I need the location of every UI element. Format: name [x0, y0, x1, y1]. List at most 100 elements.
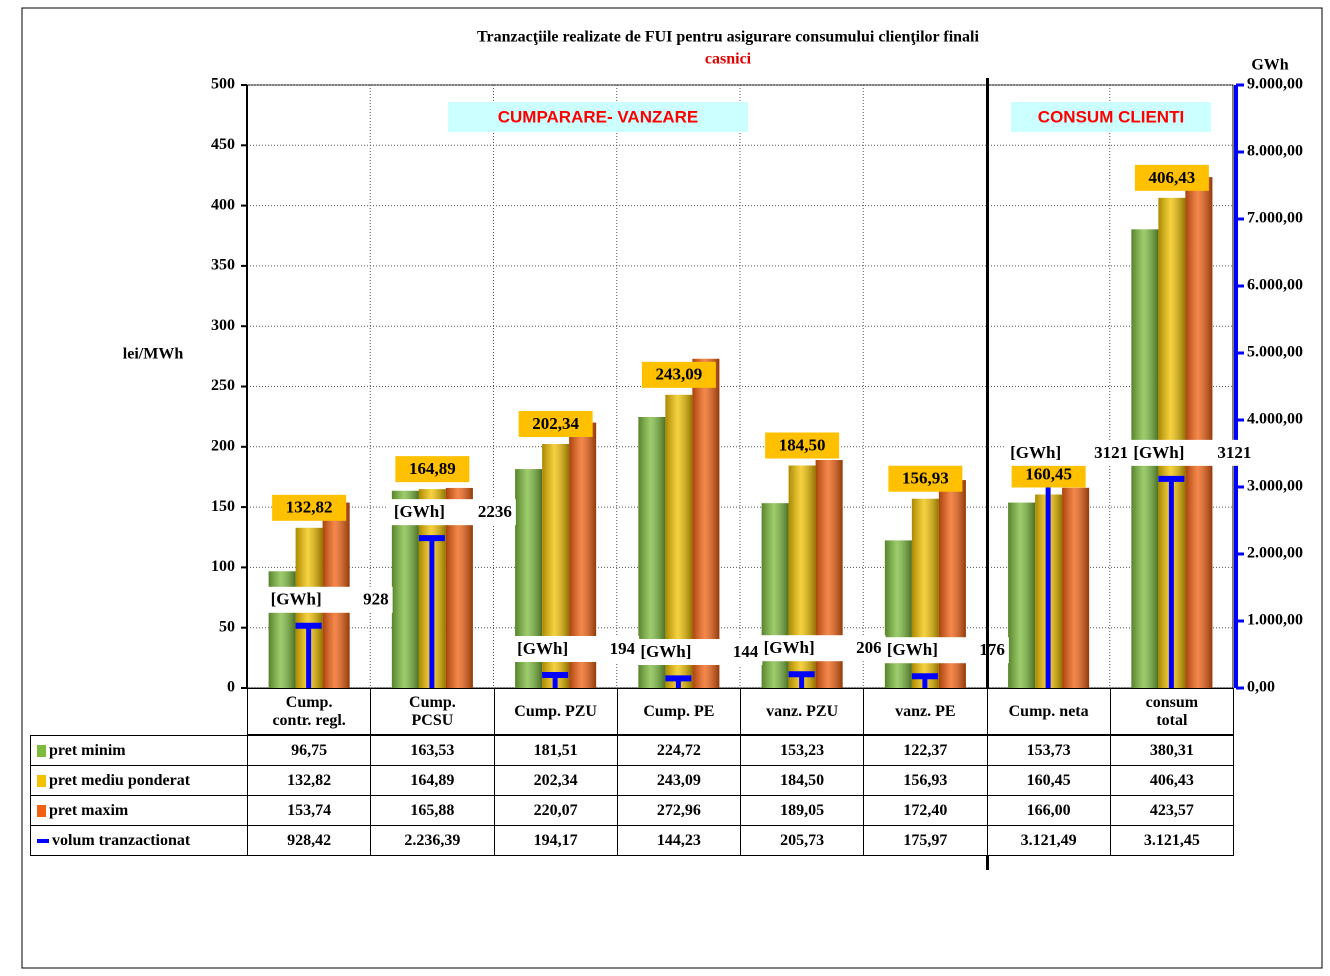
- table-cell: 189,05: [740, 795, 865, 826]
- annotation-box: [1011, 102, 1211, 132]
- table-cell: 165,88: [370, 795, 495, 826]
- value-label: 160,45: [1025, 464, 1072, 483]
- legend-swatch: [37, 774, 46, 787]
- table-cell: 156,93: [863, 765, 988, 796]
- y2-axis-label: GWh: [1251, 57, 1288, 74]
- annotation: CONSUM CLIENTI: [1038, 107, 1184, 126]
- volume-label-unit: [GWh]: [271, 590, 322, 609]
- y-tick-label: 50: [219, 618, 235, 635]
- value-label: 132,82: [286, 498, 333, 517]
- value-label: 406,43: [1149, 168, 1196, 187]
- y2-tick-label: 7.000,00: [1247, 210, 1303, 227]
- legend-cell: volum tranzactionat: [30, 825, 248, 856]
- bar-shade: [1062, 487, 1090, 688]
- table-header-cell: Cump. PE: [616, 688, 741, 735]
- table-cell: 194,17: [493, 825, 618, 856]
- y-axis-label: lei/MWh: [123, 346, 184, 363]
- volume-label: 928: [363, 590, 389, 609]
- y2-tick-label: 3.000,00: [1247, 478, 1303, 495]
- table-cell: 122,37: [863, 735, 988, 766]
- y-tick-label: 400: [211, 196, 235, 213]
- value-label: 202,34: [532, 414, 579, 433]
- table-cell: 181,51: [493, 735, 618, 766]
- value-label-box: [641, 361, 716, 388]
- table-cell: 224,72: [616, 735, 741, 766]
- y-tick-label: 450: [211, 136, 235, 153]
- legend-label: pret maxim: [49, 801, 129, 819]
- volume-label-box: [264, 586, 393, 613]
- table-cell: 166,00: [986, 795, 1111, 826]
- y-tick-label: 300: [211, 317, 235, 334]
- chart-title: Tranzacţiile realizate de FUI pentru asi…: [477, 29, 979, 46]
- volume-mark: [542, 671, 569, 688]
- table-cell: 153,74: [247, 795, 372, 826]
- volume-label-box: [1127, 439, 1256, 466]
- volume-label-unit: [GWh]: [764, 638, 815, 657]
- table-cell: 132,82: [247, 765, 372, 796]
- value-label-box: [395, 456, 470, 483]
- volume-label-unit: [GWh]: [1133, 443, 1184, 462]
- table-cell: 164,89: [370, 765, 495, 796]
- table-header-cell: Cump. PZU: [493, 688, 618, 735]
- table-cell: 220,07: [493, 795, 618, 826]
- bar-shade: [1008, 502, 1036, 688]
- table-cell: 3.121,45: [1109, 825, 1234, 856]
- table-cell: 2.236,39: [370, 825, 495, 856]
- table-cell: 172,40: [863, 795, 988, 826]
- y-tick-label: 350: [211, 257, 235, 274]
- table-cell: 272,96: [616, 795, 741, 826]
- y-tick-label: 0: [227, 679, 235, 696]
- volume-mark: [1158, 475, 1185, 688]
- table-header-cell: Cump. PCSU: [370, 688, 495, 735]
- table-header-cell: vanz. PZU: [740, 688, 865, 735]
- volume-label: 206: [856, 638, 882, 657]
- volume-mark: [295, 622, 322, 688]
- value-label-box: [765, 432, 840, 459]
- y-tick-label: 200: [211, 437, 235, 454]
- value-label: 164,89: [409, 459, 456, 478]
- table-cell: 163,53: [370, 735, 495, 766]
- legend-swatch: [37, 838, 49, 843]
- annotation: CUMPARARE- VANZARE: [498, 107, 699, 126]
- volume-mark: [418, 535, 445, 688]
- table-cell: 160,45: [986, 765, 1111, 796]
- y2-tick-label: 2.000,00: [1247, 545, 1303, 562]
- table-cell: 406,43: [1109, 765, 1234, 796]
- value-label: 184,50: [779, 435, 826, 454]
- value-label: 156,93: [902, 469, 949, 488]
- frame: [21, 7, 1323, 969]
- volume-label-unit: [GWh]: [887, 640, 938, 659]
- legend-cell: pret minim: [30, 735, 248, 766]
- legend-swatch: [37, 744, 46, 757]
- volume-mark: [788, 671, 815, 688]
- table-header-cell: vanz. PE: [863, 688, 988, 735]
- table-cell: 202,34: [493, 765, 618, 796]
- volume-label-box: [1004, 439, 1133, 466]
- y-tick-label: 250: [211, 377, 235, 394]
- table-cell: 144,23: [616, 825, 741, 856]
- legend-label: pret minim: [49, 741, 126, 759]
- value-label-box: [888, 465, 963, 492]
- table-cell: 423,57: [1109, 795, 1234, 826]
- legend-swatch: [37, 804, 46, 817]
- y2-tick-label: 5.000,00: [1247, 344, 1303, 361]
- table-cell: 380,31: [1109, 735, 1234, 766]
- value-label-box: [1134, 164, 1209, 191]
- y2-tick-label: 6.000,00: [1247, 277, 1303, 294]
- table-cell: 175,97: [863, 825, 988, 856]
- table-cell: 3.121,49: [986, 825, 1111, 856]
- y2-tick-label: 1.000,00: [1247, 612, 1303, 629]
- table-header-cell: Cump. contr. regl.: [247, 688, 372, 735]
- volume-label-unit: [GWh]: [517, 639, 568, 658]
- volume-label: 2236: [478, 502, 512, 521]
- volume-label-unit: [GWh]: [640, 642, 691, 661]
- volume-label: 144: [733, 642, 759, 661]
- table-cell: 96,75: [247, 735, 372, 766]
- volume-label-box: [757, 635, 886, 662]
- table-header-cell: Cump. neta: [986, 688, 1111, 735]
- bar-shade: [884, 540, 912, 688]
- y2-tick-label: 0,00: [1247, 679, 1275, 696]
- bar-shade: [692, 358, 720, 688]
- table-cell: 205,73: [740, 825, 865, 856]
- table-cell: 184,50: [740, 765, 865, 796]
